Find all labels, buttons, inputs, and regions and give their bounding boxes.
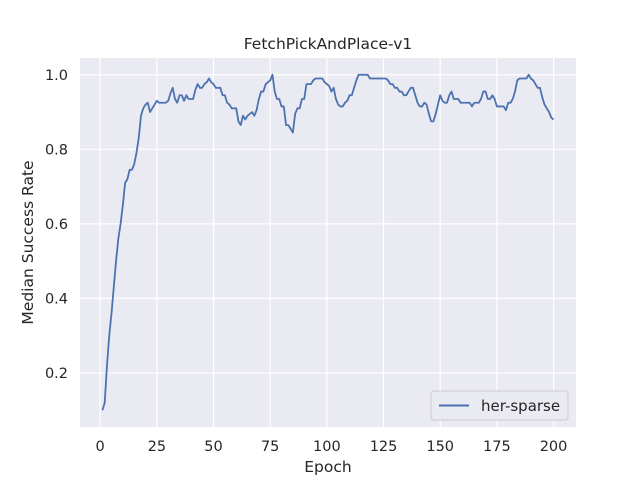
x-tick-label: 100 [313, 439, 341, 455]
x-tick-label: 0 [96, 439, 105, 455]
series-layer [101, 73, 555, 411]
y-tick-label: 0.8 [45, 142, 68, 158]
x-tick-label: 25 [148, 439, 166, 455]
legend: her-sparse [430, 390, 569, 421]
y-tick-label: 0.2 [45, 366, 68, 382]
plot-area [80, 58, 576, 427]
x-axis-label: Epoch [304, 458, 351, 476]
x-tick-label: 75 [261, 439, 279, 455]
y-axis-label: Median Success Rate [19, 160, 37, 324]
x-axis-ticks: 0 25 50 75 100 125 150 175 200 [96, 439, 568, 455]
x-tick-label: 125 [370, 439, 398, 455]
x-tick-label: 175 [483, 439, 511, 455]
x-tick-label: 150 [426, 439, 454, 455]
y-tick-label: 1.0 [45, 68, 68, 84]
x-tick-label: 200 [540, 439, 568, 455]
chart-title: FetchPickAndPlace-v1 [244, 35, 413, 53]
y-tick-label: 0.4 [45, 291, 68, 307]
legend-box [430, 390, 569, 421]
y-tick-label: 0.6 [45, 217, 68, 233]
legend-label-her-sparse: her-sparse [481, 397, 560, 415]
series-line-her-sparse [101, 73, 555, 411]
y-axis-ticks: 0.2 0.4 0.6 0.8 1.0 [45, 68, 68, 382]
x-tick-label: 50 [204, 439, 222, 455]
